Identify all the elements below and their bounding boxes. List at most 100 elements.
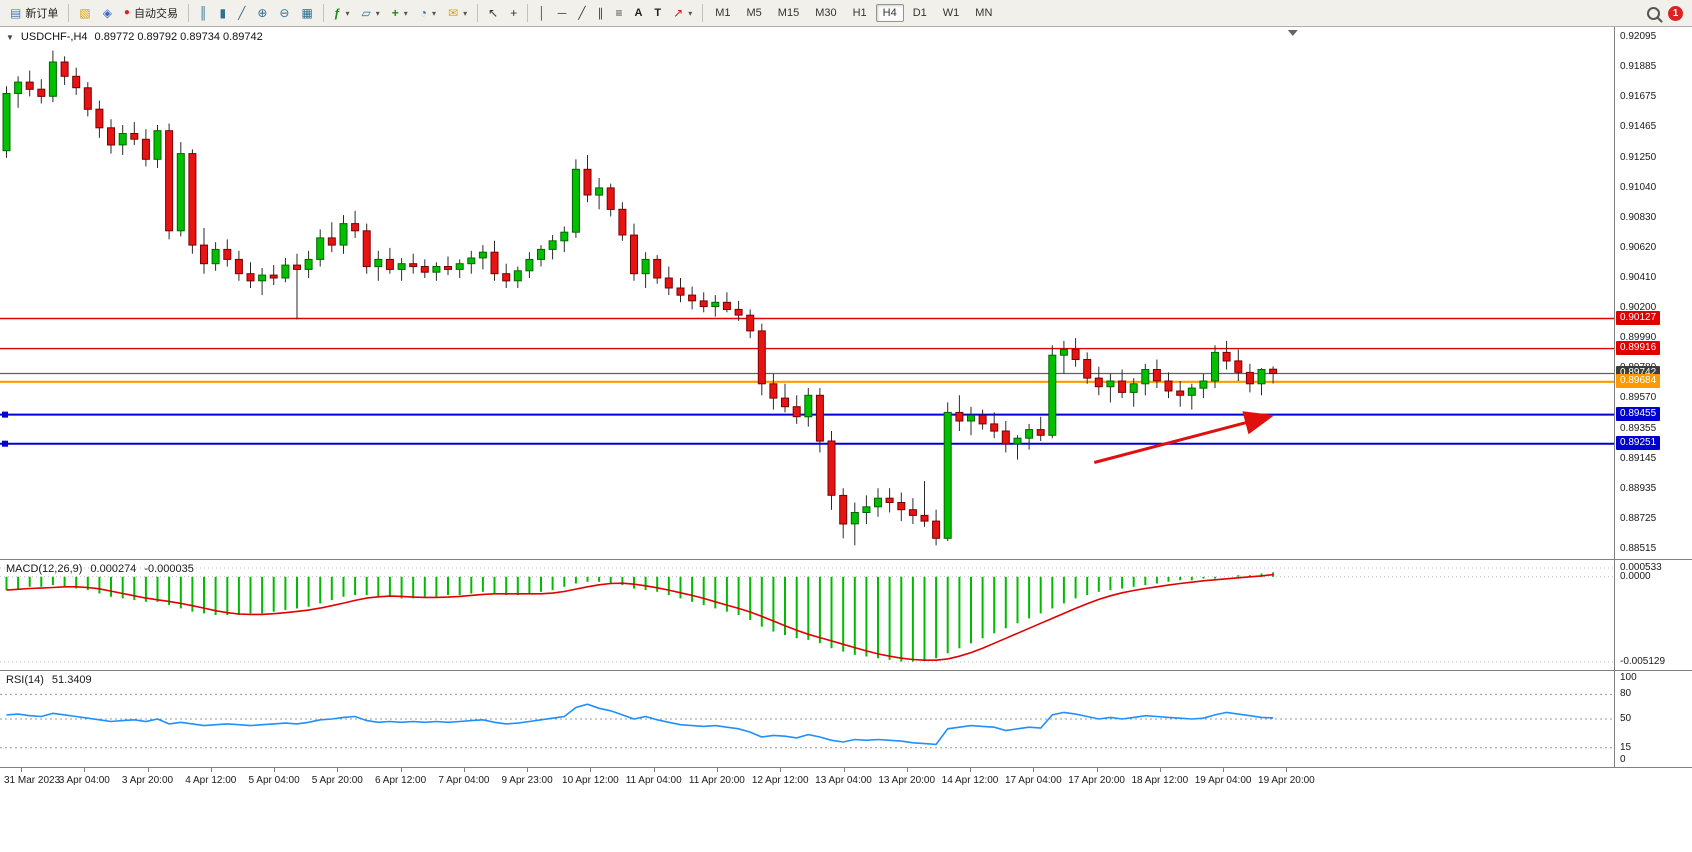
trend-arrow-annotation[interactable] (1093, 411, 1275, 464)
trendline-tool-button[interactable]: ╱ (572, 4, 591, 22)
time-axis-label: 31 Mar 2023 (4, 775, 61, 786)
crosshair-button[interactable]: + (504, 4, 523, 22)
macd-label: MACD(12,26,9) 0.000274 -0.000035 (6, 563, 194, 575)
toolbar-separator (322, 4, 324, 22)
time-axis[interactable]: 31 Mar 2023 3 Apr 04:00 3 Apr 20:00 4 Apr 1… (0, 767, 1692, 791)
channel-tool-button[interactable]: ∥ (591, 4, 609, 22)
indicators-button[interactable]: ƒ ▾ (328, 4, 356, 22)
bar-chart-button[interactable]: ║ (193, 4, 214, 22)
profiles-icon: ◈ (102, 6, 112, 20)
cursor-button[interactable]: ↖ (482, 4, 504, 22)
time-tick (463, 768, 465, 772)
timeframe-button-d1[interactable]: D1 (912, 7, 927, 19)
time-axis-label: 4 Apr 12:00 (185, 775, 237, 786)
line-chart-button[interactable]: ╱ (232, 4, 251, 22)
period-button[interactable]: ◔ ▾ (414, 4, 442, 22)
rsi-chart[interactable] (0, 671, 1614, 767)
add-chart-icon: + (391, 6, 399, 20)
price-axis-label: 0.91250 (1620, 151, 1657, 163)
collapse-triangle-icon[interactable]: ▼ (6, 32, 14, 42)
text-icon: A (634, 6, 643, 19)
rsi-axis[interactable]: 100 80 50 15 0 (1614, 671, 1692, 767)
trendline-icon: ╱ (578, 6, 586, 20)
time-tick (590, 768, 592, 772)
time-tick (843, 768, 845, 772)
search-icon[interactable] (1647, 6, 1660, 20)
main-toolbar: ▤ 新订单 ▧ ◈ ● 自动交易 ║ ▮ ╱ ⊕ ⊖ ▦ ƒ ▾ ▱ ▾ + ▾ (0, 0, 1692, 27)
time-tick (210, 768, 212, 772)
chart-ohlc-values: 0.89772 0.89792 0.89734 0.89742 (94, 31, 263, 43)
macd-chart[interactable] (0, 560, 1614, 670)
timeframe-button-h1[interactable]: H1 (852, 7, 867, 19)
time-axis-label: 5 Apr 20:00 (311, 775, 363, 786)
chart-shift-marker[interactable] (1287, 30, 1298, 36)
tile-windows-button[interactable]: ▦ (295, 4, 318, 22)
new-order-button[interactable]: ▤ 新订单 (4, 2, 64, 24)
time-tick (716, 768, 718, 772)
text-label-tool-button[interactable]: T (648, 5, 667, 22)
timeframe-button-m5[interactable]: M5 (746, 7, 762, 19)
bar-chart-icon: ║ (198, 6, 208, 20)
time-tick (337, 768, 339, 772)
text-tool-button[interactable]: A (628, 5, 648, 22)
toolbar-right-group: 1 (1647, 5, 1688, 21)
indicators-icon: ƒ (333, 6, 341, 20)
rsi-panel: 100 80 50 15 0 RSI(14) 51.3409 (0, 670, 1692, 767)
rsi-axis-label: 80 (1620, 688, 1632, 700)
timeframe-button-mn[interactable]: MN (975, 7, 993, 19)
mail-icon: ✉ (448, 6, 459, 20)
horizontal-line-icon: ─ (557, 6, 567, 20)
fibonacci-icon: ≡ (615, 6, 623, 20)
arrows-tool-button[interactable]: ↗ ▾ (667, 4, 698, 22)
macd-axis-label: 0.0000 (1620, 570, 1651, 582)
fibonacci-tool-button[interactable]: ≡ (609, 4, 628, 22)
chevron-down-icon: ▾ (375, 8, 380, 18)
candlestick-chart-button[interactable]: ▮ (213, 4, 232, 22)
price-axis[interactable]: 0.92095 0.91885 0.91675 0.91465 0.91250 0.910… (1614, 27, 1692, 559)
chevron-down-icon: ▾ (432, 8, 437, 18)
price-axis-label: 0.91040 (1620, 181, 1657, 193)
vertical-line-tool-button[interactable]: │ (532, 4, 552, 22)
toolbar-separator (527, 4, 529, 22)
time-tick (1159, 768, 1161, 772)
time-axis-label: 12 Apr 12:00 (751, 775, 809, 786)
zoom-out-button[interactable]: ⊖ (273, 4, 295, 22)
chevron-down-icon: ▾ (403, 8, 408, 18)
price-axis-label: 0.91675 (1620, 91, 1657, 103)
macd-value-main: 0.000274 (90, 563, 137, 575)
time-axis-label: 5 Apr 04:00 (248, 775, 300, 786)
timeframe-button-h4[interactable]: H4 (875, 4, 904, 22)
cursor-icon: ↖ (488, 6, 499, 20)
autotrading-status-icon: ● (123, 7, 130, 18)
add-chart-button[interactable]: + ▾ (386, 4, 414, 22)
horizontal-line-tool-button[interactable]: ─ (552, 4, 573, 22)
price-axis-label: 0.90830 (1620, 211, 1657, 223)
timeframe-button-m15[interactable]: M15 (777, 7, 800, 19)
profiles-button[interactable]: ◈ (97, 4, 118, 22)
mail-button[interactable]: ✉ ▾ (442, 4, 473, 22)
symbol-ohlc-info: ▼ USDCHF-,H4 0.89772 0.89792 0.89734 0.8… (6, 31, 263, 43)
charts-button[interactable]: ▧ (73, 4, 96, 22)
macd-axis[interactable]: 0.000533 0.0000 -0.005129 (1614, 560, 1692, 670)
time-tick (21, 768, 22, 772)
timeframe-button-m1[interactable]: M1 (715, 7, 731, 19)
candlestick-chart-icon: ▮ (219, 6, 227, 20)
chevron-down-icon: ▾ (345, 8, 350, 18)
time-tick (84, 768, 86, 772)
candles-group[interactable] (2, 50, 1278, 546)
time-tick (906, 768, 908, 772)
rsi-name: RSI(14) (6, 674, 44, 686)
price-axis-label: 0.89990 (1620, 332, 1657, 344)
notification-badge[interactable]: 1 (1668, 5, 1683, 21)
channel-icon: ∥ (597, 6, 604, 20)
price-axis-label: 0.89355 (1620, 422, 1657, 434)
time-tick (400, 768, 402, 772)
autotrading-button[interactable]: ● 自动交易 (118, 2, 184, 24)
objects-list-button[interactable]: ▱ ▾ (356, 4, 386, 22)
timeframe-button-m30[interactable]: M30 (815, 7, 837, 19)
price-axis-label: 0.88935 (1620, 482, 1657, 494)
price-chart[interactable] (0, 27, 1614, 559)
price-tag-resistance-1: 0.90127 (1616, 310, 1661, 325)
timeframe-button-w1[interactable]: W1 (942, 7, 960, 19)
zoom-in-button[interactable]: ⊕ (251, 4, 273, 22)
